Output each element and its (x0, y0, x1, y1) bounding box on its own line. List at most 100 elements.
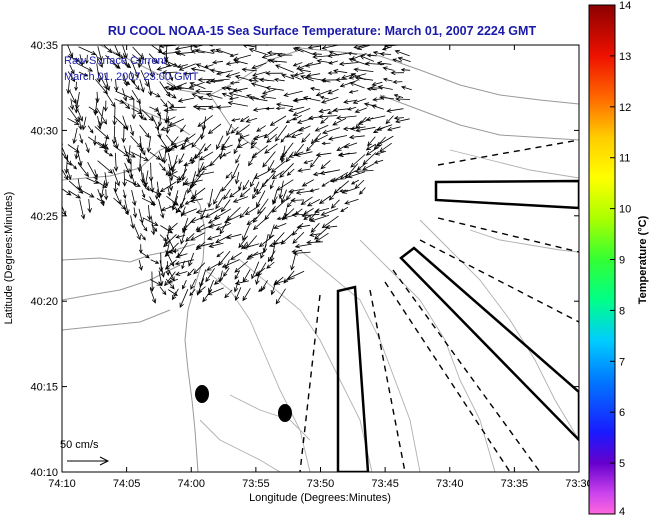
current-vector-arrow (122, 169, 127, 187)
current-vector-arrow (121, 125, 126, 144)
current-vector-arrow (62, 152, 72, 166)
current-vector-arrow (177, 97, 195, 103)
current-vector-arrow (168, 178, 174, 192)
current-vector-arrow (344, 198, 359, 205)
current-vector-arrow (239, 188, 251, 198)
current-vector-arrow (216, 135, 224, 150)
current-vector-arrow (159, 181, 177, 193)
current-vector-arrow (253, 171, 269, 179)
current-vector-arrow (207, 223, 222, 229)
current-vector-arrow (132, 207, 138, 219)
current-vector-arrow (250, 172, 258, 188)
current-vector-arrow (256, 190, 266, 208)
current-vector-arrow (273, 77, 285, 82)
current-vector-arrow (393, 116, 405, 120)
current-vector-arrow (260, 94, 276, 100)
current-vector-arrow (131, 61, 139, 79)
current-vector-arrow (294, 46, 314, 55)
current-vector-arrow (242, 243, 260, 250)
current-vector-arrow (98, 106, 104, 127)
current-vector-arrow (286, 270, 305, 280)
current-vector-arrow (242, 288, 251, 302)
current-vector-arrow (201, 163, 212, 170)
current-vector-arrow (275, 106, 286, 111)
current-vector-arrow (220, 144, 233, 151)
current-vector-arrow (250, 134, 260, 146)
current-vector-arrow (382, 77, 393, 82)
current-vector-arrow (205, 268, 215, 283)
current-vector-arrow (312, 52, 322, 56)
current-vector-arrow (179, 142, 194, 150)
current-vector-arrow (168, 222, 178, 232)
traffic-separation-lines (299, 139, 579, 472)
current-vector-arrow (190, 278, 196, 290)
current-vector-arrow (293, 72, 305, 77)
current-vector-arrow (74, 145, 80, 160)
current-vector-arrow (301, 133, 311, 143)
current-vector-arrow (232, 87, 248, 93)
current-vector-arrow (354, 107, 367, 113)
current-vector-arrow (167, 61, 179, 67)
current-vector-arrow (151, 224, 158, 232)
y-tick-label: 40:15 (30, 382, 58, 394)
x-tick-label: 74:00 (177, 478, 205, 490)
current-vector-arrow (179, 289, 189, 309)
current-vector-arrow (138, 244, 143, 254)
current-vector-arrow (395, 118, 410, 124)
current-vector-arrow (257, 262, 267, 277)
current-vector-arrow (225, 61, 240, 66)
current-vector-arrow (169, 142, 186, 151)
current-vector-arrow (150, 279, 162, 286)
colorbar-ticks: 14 13 12 11 10 9 8 7 6 5 4 (610, 0, 631, 518)
current-vector-arrow (103, 100, 108, 112)
current-vector-arrow (315, 232, 329, 243)
current-vector-arrow (306, 240, 323, 245)
current-vector-arrow (147, 205, 152, 221)
current-vector-arrow (281, 142, 294, 159)
y-axis-label: Latitude (Degrees:Minutes) (3, 192, 15, 325)
current-vector-arrow (251, 145, 269, 159)
current-vector-arrow (215, 196, 224, 210)
current-vector-arrow (129, 124, 135, 137)
current-vector-arrow (244, 205, 260, 216)
colorbar-tick-label: 13 (619, 51, 631, 63)
x-tick-label: 73:50 (307, 478, 335, 490)
current-vector-arrow (164, 116, 176, 123)
current-vector-arrow (309, 232, 322, 237)
current-vector-arrow (122, 79, 131, 86)
current-vector-arrow (242, 179, 250, 191)
current-vector-arrow (195, 242, 215, 249)
current-vector-arrow (226, 123, 233, 137)
y-tick-label: 40:30 (30, 125, 58, 137)
current-vector-arrow (205, 92, 223, 99)
current-vector-arrow (386, 108, 404, 113)
current-vector-arrow (301, 213, 320, 218)
current-vector-arrow (278, 180, 284, 200)
current-vector-arrow (241, 67, 258, 73)
current-vector-arrow (280, 232, 295, 245)
current-vector-arrow (189, 288, 196, 297)
current-vector-arrow (201, 45, 213, 47)
current-vector-arrow (149, 287, 157, 304)
current-vector-arrow (104, 151, 114, 157)
current-vector-arrow (194, 88, 213, 94)
x-tick-label: 73:35 (501, 478, 529, 490)
current-vector-arrow (77, 109, 83, 122)
current-vector-arrow (327, 88, 339, 95)
current-vector-arrow (123, 61, 132, 69)
current-vector-arrow (188, 81, 205, 89)
current-vector-arrow (402, 41, 410, 44)
current-vector-arrow (149, 271, 155, 292)
current-vector-arrow (97, 46, 103, 62)
current-vector-arrow (79, 133, 84, 144)
current-vector-arrow (335, 77, 348, 82)
current-vector-arrow (123, 207, 129, 216)
current-vector-arrow (174, 45, 175, 46)
current-vector-arrow (379, 51, 392, 57)
current-vector-arrow (126, 145, 131, 164)
current-vector-arrow (354, 76, 374, 81)
current-vector-arrow (96, 107, 107, 125)
current-vector-arrow (229, 53, 239, 58)
current-vector-arrow (301, 179, 314, 187)
colorbar-label: Temperature (°C) (637, 215, 649, 304)
